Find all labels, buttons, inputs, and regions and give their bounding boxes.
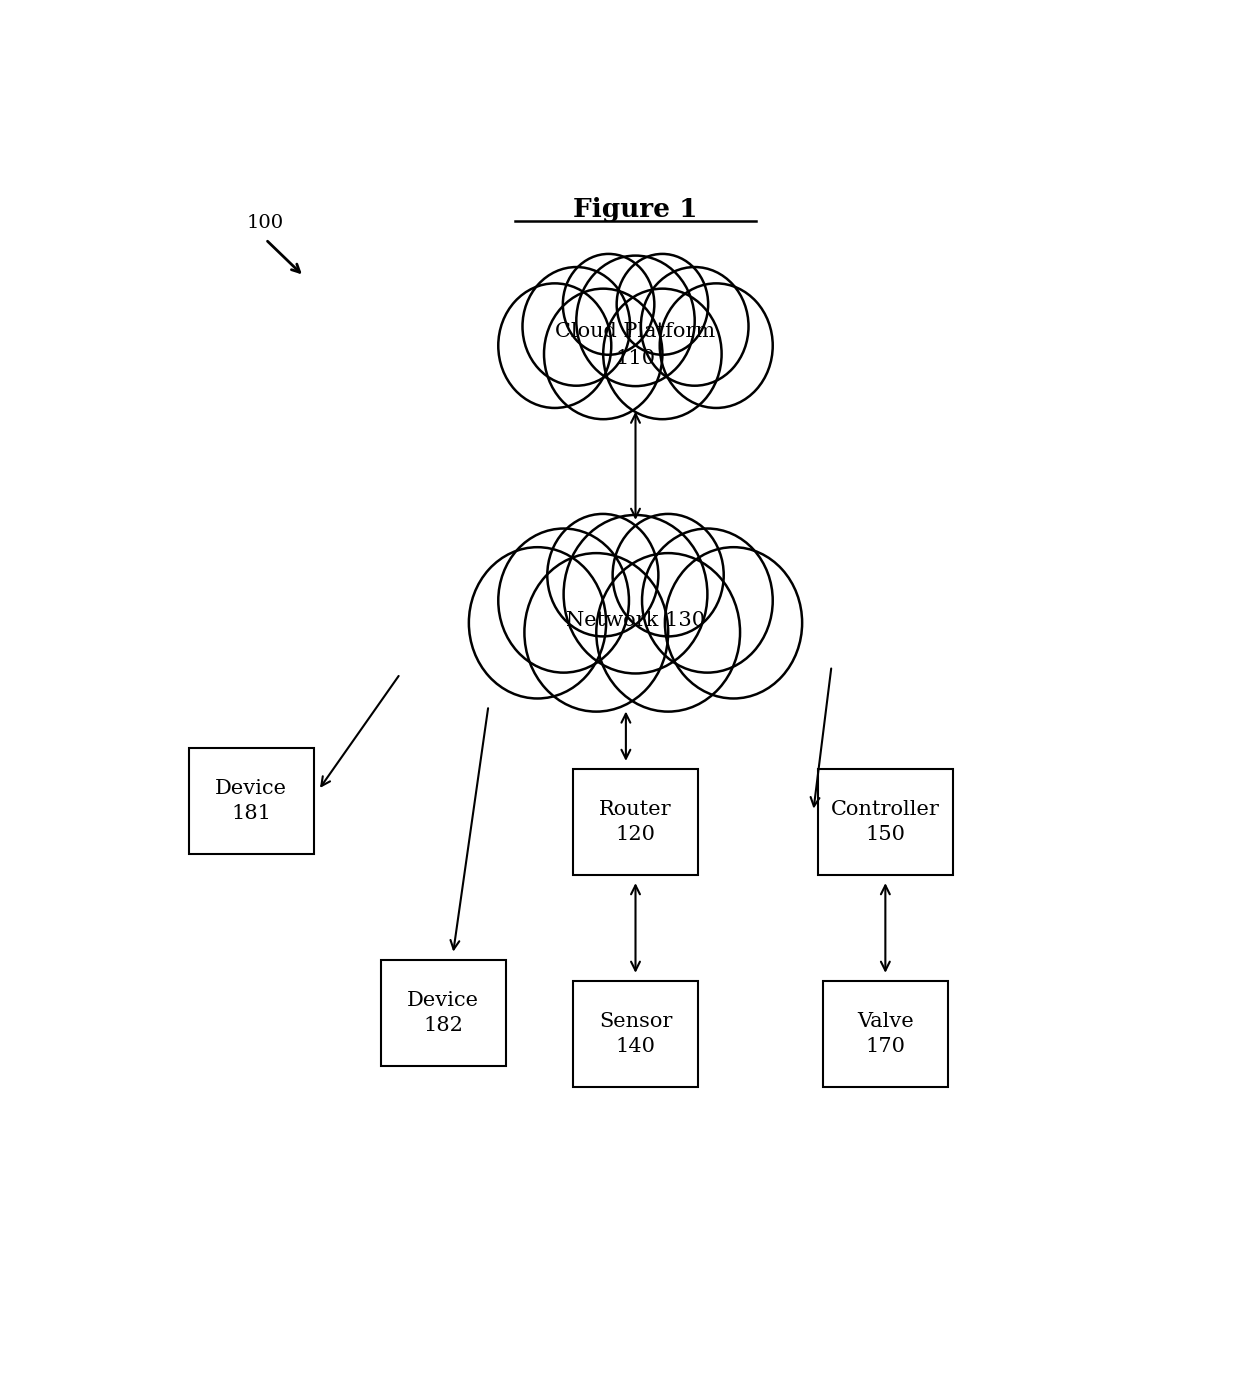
Circle shape: [616, 255, 708, 355]
FancyBboxPatch shape: [381, 960, 506, 1065]
Text: Sensor
140: Sensor 140: [599, 1011, 672, 1055]
Circle shape: [603, 289, 722, 420]
Circle shape: [525, 553, 668, 711]
Text: Network 130: Network 130: [565, 611, 706, 630]
Circle shape: [498, 283, 611, 407]
Text: Valve
170: Valve 170: [857, 1011, 914, 1055]
Text: Figure 1: Figure 1: [573, 197, 698, 222]
Circle shape: [544, 289, 662, 420]
Circle shape: [577, 256, 694, 387]
Text: Device
182: Device 182: [407, 991, 480, 1035]
FancyBboxPatch shape: [573, 981, 698, 1087]
FancyBboxPatch shape: [818, 769, 952, 875]
Circle shape: [563, 255, 655, 355]
Circle shape: [564, 515, 707, 673]
Circle shape: [596, 553, 740, 711]
Text: Router
120: Router 120: [599, 799, 672, 843]
Circle shape: [665, 548, 802, 699]
Circle shape: [613, 513, 724, 636]
FancyBboxPatch shape: [823, 981, 947, 1087]
Text: 100: 100: [247, 215, 284, 233]
Text: Device
181: Device 181: [215, 779, 288, 823]
Text: Controller
150: Controller 150: [831, 799, 940, 843]
Circle shape: [522, 267, 630, 385]
Circle shape: [547, 513, 658, 636]
Text: Cloud Platform
110: Cloud Platform 110: [556, 322, 715, 367]
Circle shape: [642, 528, 773, 673]
FancyBboxPatch shape: [188, 747, 314, 853]
Circle shape: [660, 283, 773, 407]
Circle shape: [498, 528, 629, 673]
Circle shape: [641, 267, 749, 385]
Circle shape: [469, 548, 606, 699]
FancyBboxPatch shape: [573, 769, 698, 875]
